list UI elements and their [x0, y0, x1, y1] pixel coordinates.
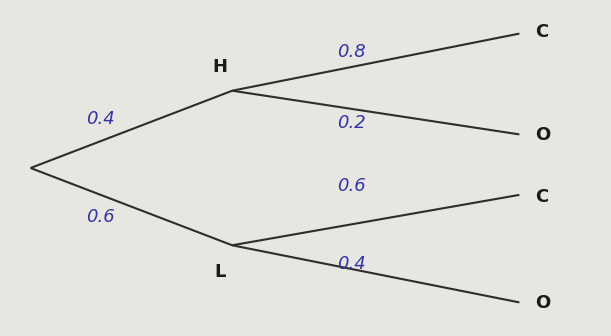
Text: 0.4: 0.4 — [86, 110, 115, 128]
Text: 0.6: 0.6 — [337, 177, 366, 196]
Text: C: C — [535, 23, 548, 41]
Text: O: O — [535, 294, 550, 312]
Text: L: L — [214, 263, 225, 281]
Text: H: H — [213, 58, 227, 76]
Text: 0.6: 0.6 — [86, 208, 115, 226]
Text: 0.4: 0.4 — [337, 255, 366, 273]
Text: C: C — [535, 187, 548, 206]
Text: 0.8: 0.8 — [337, 43, 366, 61]
Text: O: O — [535, 126, 550, 144]
Text: 0.2: 0.2 — [337, 114, 366, 132]
